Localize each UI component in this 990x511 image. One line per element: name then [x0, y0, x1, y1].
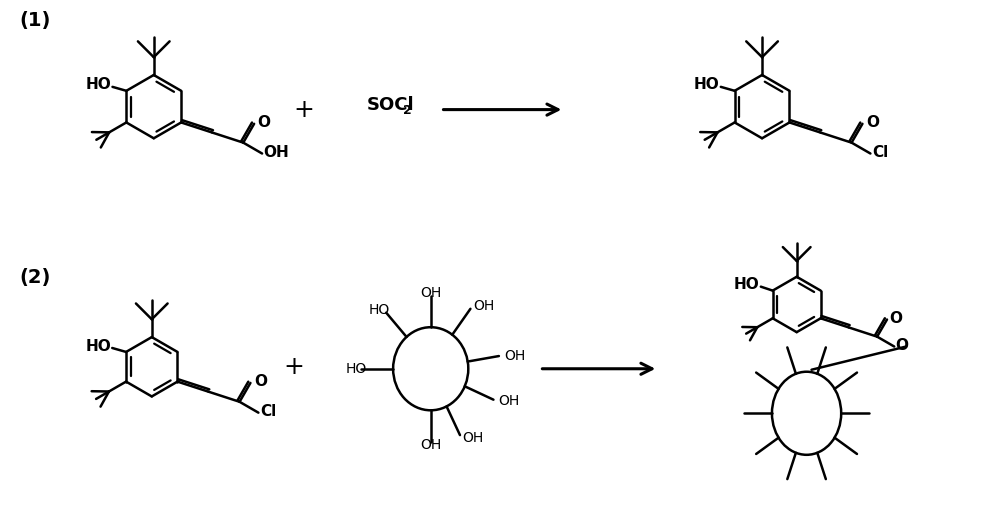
Text: OH: OH [498, 394, 519, 408]
Text: Cl: Cl [260, 404, 276, 419]
Text: O: O [257, 115, 270, 130]
Text: O: O [866, 115, 879, 130]
Text: HO: HO [85, 338, 111, 354]
Text: HO: HO [368, 304, 389, 317]
Text: OH: OH [420, 438, 442, 452]
Text: +: + [294, 98, 315, 122]
Text: O: O [896, 338, 909, 353]
Text: SOCl: SOCl [366, 96, 414, 113]
Text: OH: OH [504, 349, 525, 362]
Text: OH: OH [420, 286, 442, 299]
Text: HO: HO [735, 277, 760, 292]
Text: OH: OH [263, 145, 289, 160]
Text: +: + [284, 355, 305, 379]
Text: O: O [889, 311, 903, 326]
Text: OH: OH [462, 431, 483, 445]
Text: OH: OH [473, 299, 495, 313]
Text: HO: HO [86, 77, 112, 92]
Text: O: O [253, 375, 267, 389]
Text: Cl: Cl [872, 145, 888, 160]
Text: HO: HO [694, 77, 720, 92]
Text: 2: 2 [403, 104, 411, 117]
Text: (2): (2) [19, 268, 50, 287]
Text: HO: HO [346, 362, 366, 376]
Text: (1): (1) [19, 11, 50, 30]
